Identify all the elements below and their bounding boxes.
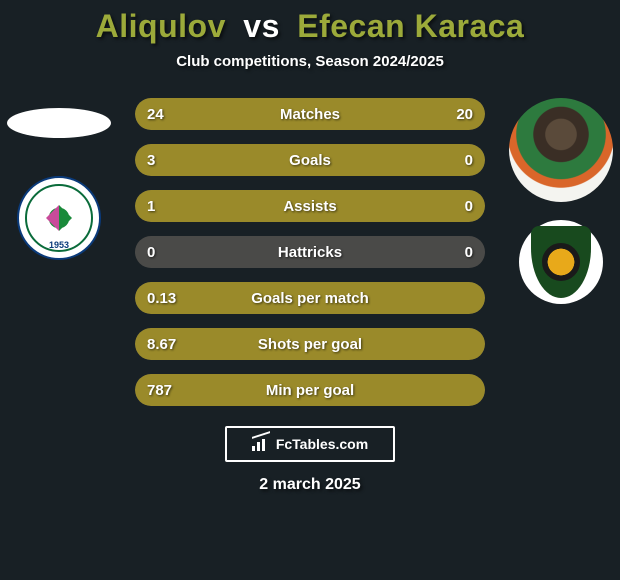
chart-icon	[252, 437, 270, 451]
stat-label: Matches	[135, 98, 485, 130]
stat-label: Goals	[135, 144, 485, 176]
player-right-club-badge	[519, 220, 603, 304]
title-player-left: Aliqulov	[96, 8, 226, 44]
right-player-column	[506, 98, 616, 304]
date-label: 2 march 2025	[0, 476, 620, 494]
comparison-panel: 1953 24Matches203Goals01Assists00Hattric…	[0, 98, 620, 494]
stat-label: Shots per goal	[135, 328, 485, 360]
stat-row: 0.13Goals per match	[135, 282, 485, 314]
stat-row: 0Hattricks0	[135, 236, 485, 268]
brand-tag: FcTables.com	[225, 426, 395, 462]
stat-label: Goals per match	[135, 282, 485, 314]
title-vs: vs	[243, 8, 280, 44]
stat-value-right: 0	[465, 190, 473, 222]
stat-value-right: 0	[465, 144, 473, 176]
stat-label: Min per goal	[135, 374, 485, 406]
subtitle: Club competitions, Season 2024/2025	[0, 53, 620, 70]
stat-row: 1Assists0	[135, 190, 485, 222]
stat-row: 3Goals0	[135, 144, 485, 176]
stat-label: Assists	[135, 190, 485, 222]
player-left-club-badge: 1953	[17, 176, 101, 260]
stat-row: 8.67Shots per goal	[135, 328, 485, 360]
title-player-right: Efecan Karaca	[297, 8, 524, 44]
player-right-avatar	[509, 98, 613, 202]
stat-value-right: 20	[456, 98, 473, 130]
player-left-avatar	[7, 108, 111, 138]
stat-rows: 24Matches203Goals01Assists00Hattricks00.…	[135, 98, 485, 406]
stat-value-right: 0	[465, 236, 473, 268]
stat-row: 787Min per goal	[135, 374, 485, 406]
club-left-year: 1953	[49, 240, 69, 250]
stat-row: 24Matches20	[135, 98, 485, 130]
page-title: Aliqulov vs Efecan Karaca	[0, 0, 620, 45]
stat-label: Hattricks	[135, 236, 485, 268]
brand-label: FcTables.com	[276, 436, 368, 452]
left-player-column: 1953	[4, 98, 114, 260]
